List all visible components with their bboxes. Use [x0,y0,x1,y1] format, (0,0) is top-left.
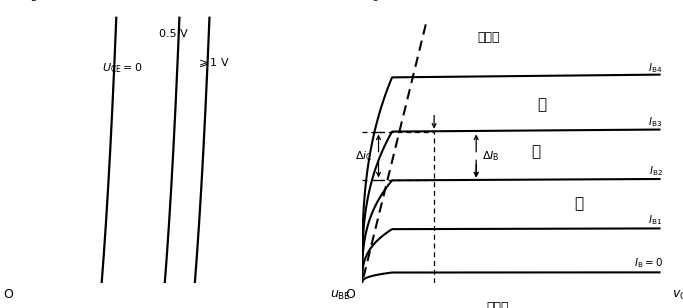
Text: $\Delta i_{\mathrm{C}}$: $\Delta i_{\mathrm{C}}$ [355,149,372,163]
Text: O: O [345,288,355,301]
Text: 截止区: 截止区 [486,301,508,308]
Text: $i_{\mathrm{C}}$: $i_{\mathrm{C}}$ [368,0,379,4]
Text: $U_{\mathrm{CE}}=0$: $U_{\mathrm{CE}}=0$ [102,61,142,75]
Text: $\Delta I_{\mathrm{B}}$: $\Delta I_{\mathrm{B}}$ [482,149,500,163]
Text: $I_{\mathrm{B1}}$: $I_{\mathrm{B1}}$ [648,213,663,227]
Text: 大: 大 [532,144,541,160]
Text: $I_{\mathrm{B3}}$: $I_{\mathrm{B3}}$ [648,116,663,129]
Text: O: O [3,288,14,301]
Text: 饱和区: 饱和区 [477,31,499,44]
Text: 0.5 V: 0.5 V [158,30,187,39]
Text: 放: 放 [538,97,547,112]
Text: $u_{\mathrm{BE}}$: $u_{\mathrm{BE}}$ [330,289,351,302]
Text: $I_{\mathrm{B}}=0$: $I_{\mathrm{B}}=0$ [634,257,663,270]
Text: $I_{\mathrm{B4}}$: $I_{\mathrm{B4}}$ [648,61,663,75]
Text: $\geqslant$1 V: $\geqslant$1 V [196,57,230,69]
Text: $v_{\mathrm{CE}}$: $v_{\mathrm{CE}}$ [671,289,683,302]
Text: 区: 区 [574,196,583,211]
Text: $i_{\mathrm{B}}$: $i_{\mathrm{B}}$ [27,0,38,4]
Text: $I_{\mathrm{B2}}$: $I_{\mathrm{B2}}$ [649,164,663,178]
